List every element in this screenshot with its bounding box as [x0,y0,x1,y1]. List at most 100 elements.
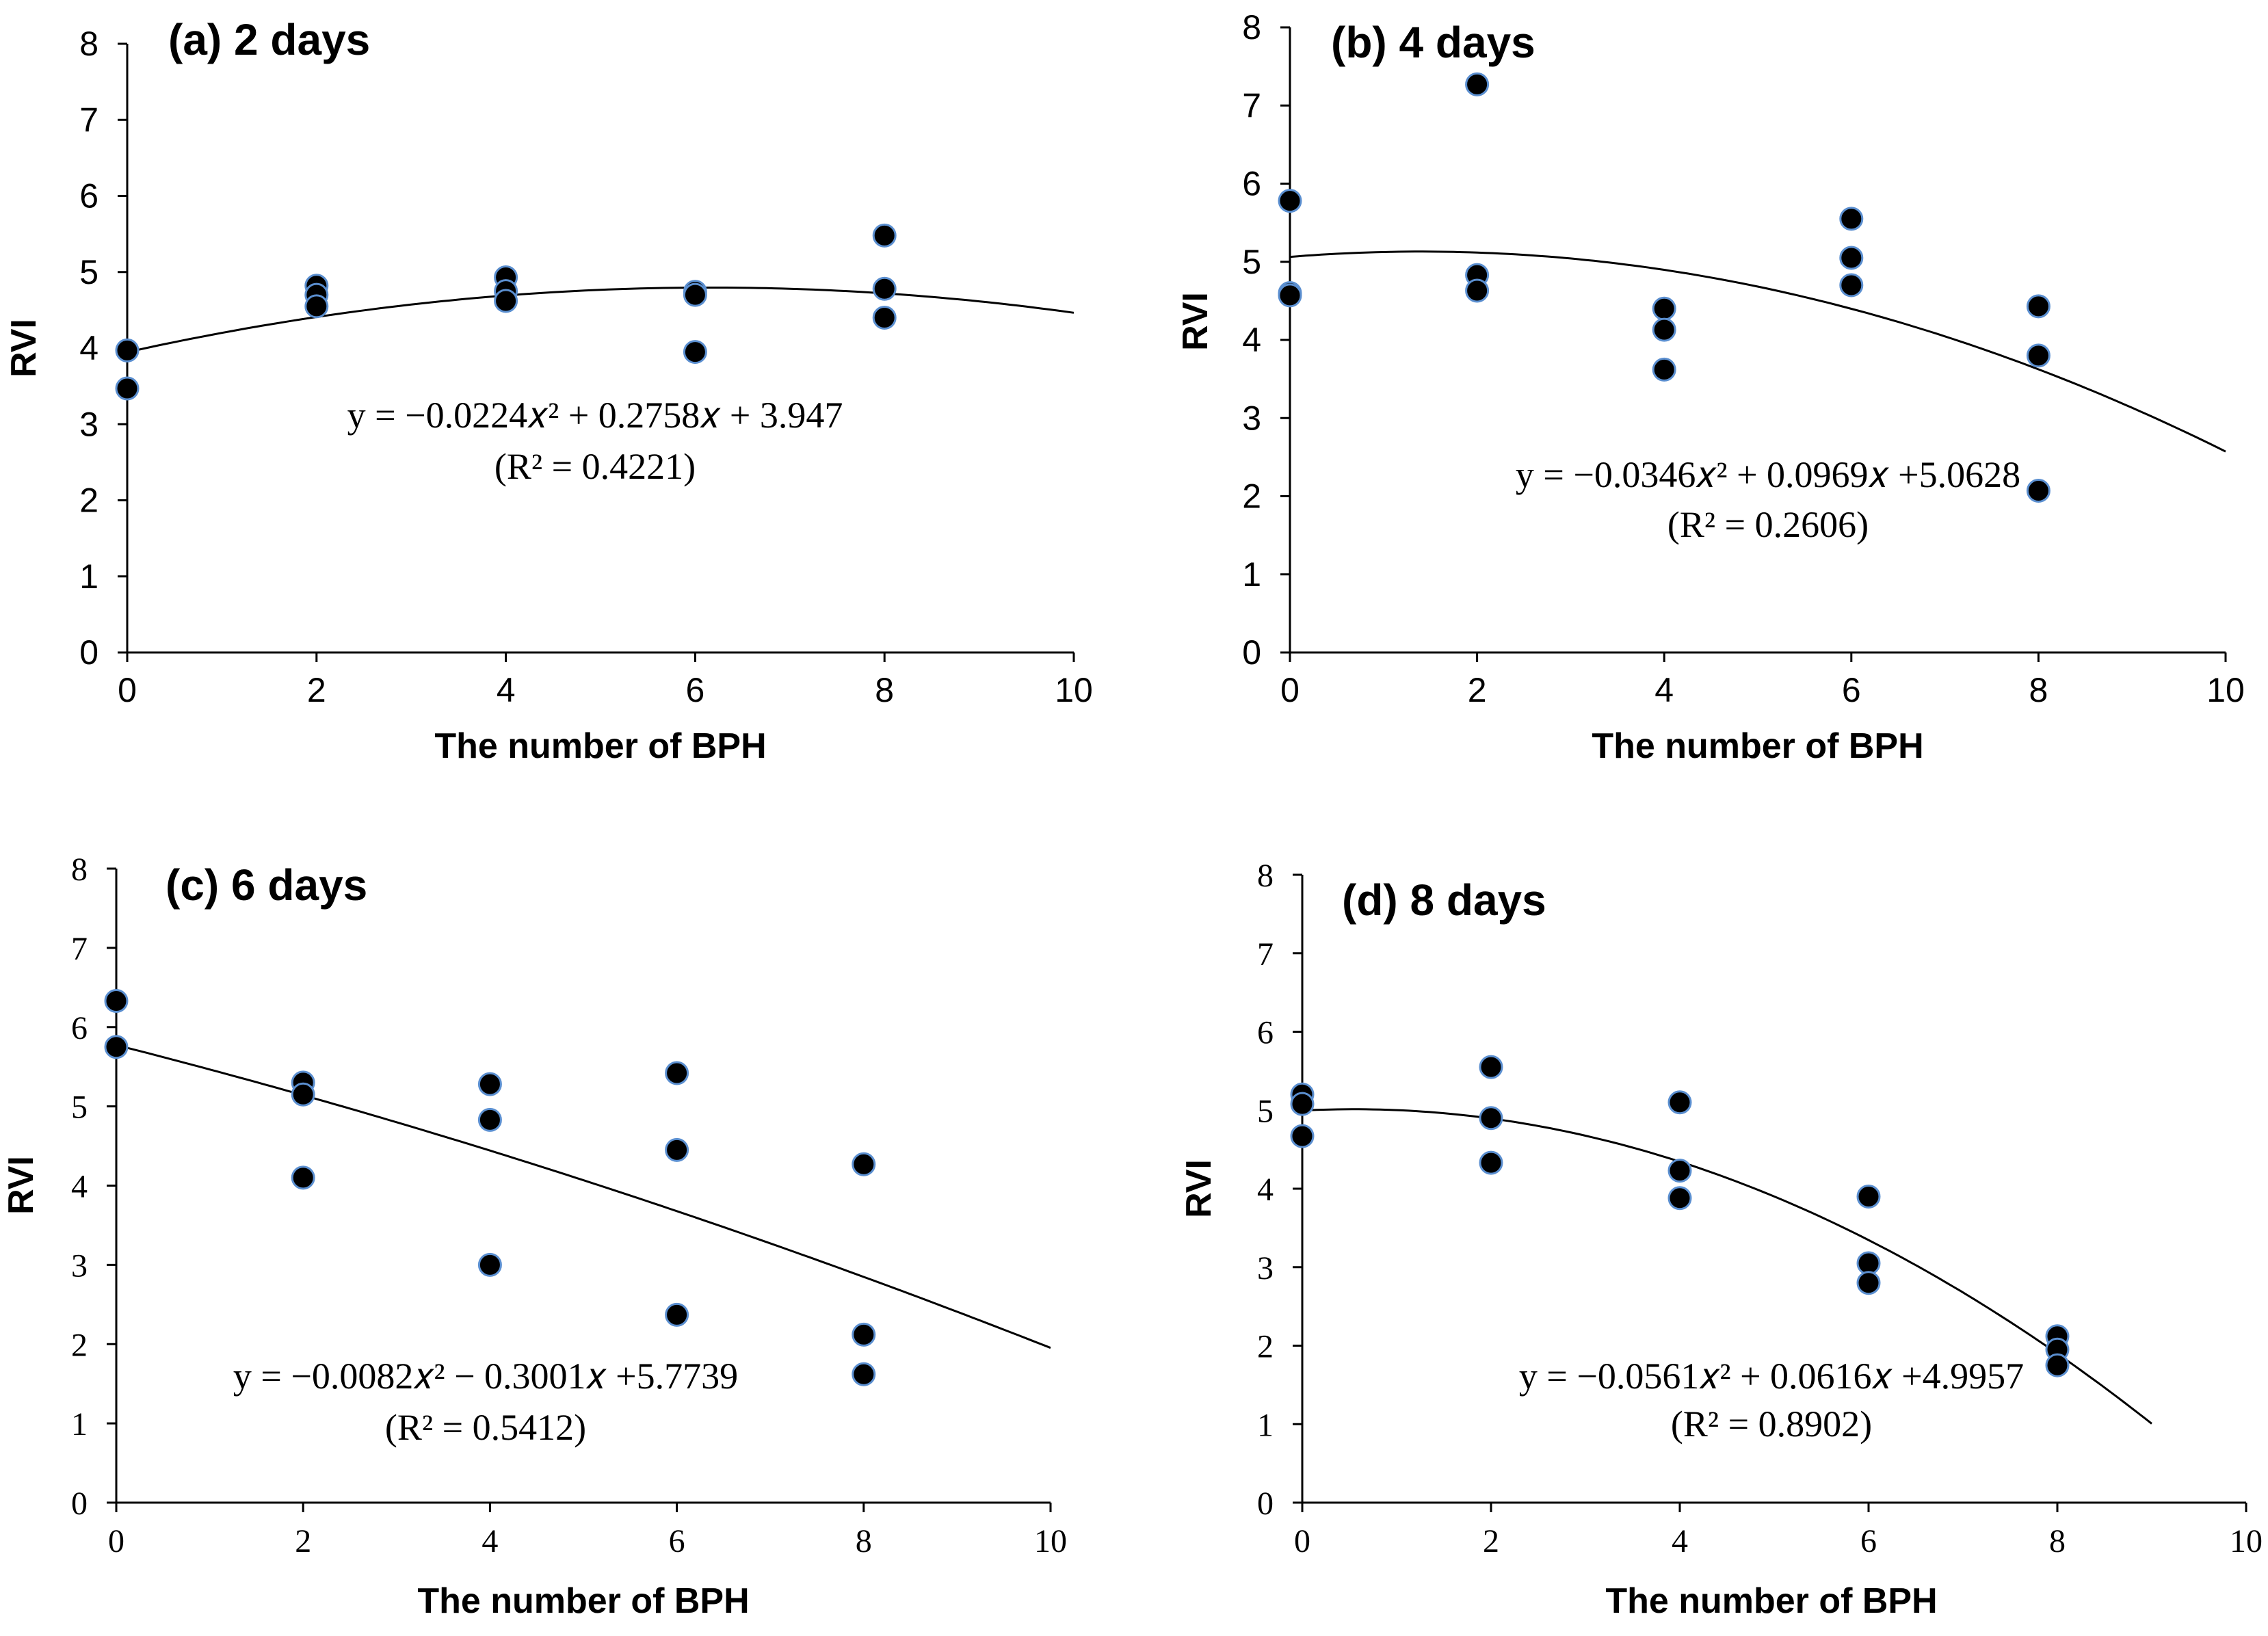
x-tick-label: 8 [2049,1523,2066,1559]
data-point [115,376,140,401]
x-tick-label: 4 [482,1523,498,1559]
data-point [2026,294,2051,319]
y-tick-label: 1 [71,1406,88,1442]
y-tick-label: 1 [79,557,98,596]
x-tick-label: 6 [1860,1523,1877,1559]
x-tick-label: 0 [118,671,137,709]
r-squared-label: (R² = 0.4221) [495,446,696,487]
x-tick-label: 8 [856,1523,872,1559]
data-point [1652,296,1676,321]
data-point [872,223,897,248]
x-axis-title: The number of BPH [434,726,766,766]
data-point [852,1362,876,1386]
r-squared-label: (R² = 0.2606) [1667,504,1869,545]
x-tick-label: 4 [1672,1523,1688,1559]
x-tick-label: 10 [2206,671,2245,709]
data-point [852,1152,876,1176]
x-tick-label: 6 [685,671,704,709]
y-tick-label: 1 [1242,555,1261,594]
data-point [1465,278,1490,303]
y-tick-label: 8 [1242,8,1261,47]
data-point [1479,1150,1503,1175]
panel-title: (d) 8 days [1342,875,1546,925]
data-point [665,1137,689,1162]
data-point [1856,1271,1881,1295]
y-tick-label: 8 [79,25,98,63]
x-tick-label: 6 [669,1523,685,1559]
data-point [872,276,897,301]
data-point [1839,207,1864,231]
data-point [1465,72,1490,96]
chart-panel-3: 0 1 2 3 4 5 6 7 8 0 2 4 6 8 10 (c) 6 days y = −0.0082𝑥² … [1,852,1067,1621]
y-tick-label: 6 [1242,165,1261,203]
y-axis-title: RVI [4,319,44,378]
y-tick-label: 3 [1257,1250,1274,1287]
fit-equation: y = −0.0082𝑥² − 0.3001𝑥 +5.7739 [233,1356,738,1397]
data-point [1667,1159,1692,1183]
x-tick-label: 10 [1034,1523,1067,1559]
panel-title: (a) 2 days [168,15,370,64]
y-tick-label: 4 [71,1169,88,1205]
data-point [1652,357,1676,382]
fit-curve [1302,1108,2152,1425]
x-tick-label: 0 [1294,1523,1310,1559]
panel-title: (b) 4 days [1331,18,1535,67]
x-axis-title: The number of BPH [417,1581,749,1621]
data-point [1479,1106,1503,1131]
x-tick-label: 6 [1842,671,1861,709]
fit-equation: y = −0.0561𝑥² + 0.0616𝑥 +4.9957 [1519,1356,2024,1397]
x-axis-title: The number of BPH [1605,1581,1937,1621]
y-tick-label: 6 [71,1010,88,1046]
y-axis-title: RVI [1179,1159,1219,1218]
y-tick-label: 0 [1257,1486,1274,1522]
data-point [1278,283,1302,308]
x-tick-label: 4 [1654,671,1674,709]
r-squared-label: (R² = 0.5412) [385,1407,586,1448]
y-tick-label: 7 [71,931,88,967]
y-tick-label: 2 [79,481,98,520]
data-point [665,1061,689,1085]
y-tick-label: 3 [71,1248,88,1284]
x-tick-label: 0 [108,1523,124,1559]
data-point [665,1302,689,1327]
data-point [304,294,329,319]
y-tick-label: 0 [1242,633,1261,672]
data-point [852,1322,876,1347]
chart-panel-4: 0 1 2 3 4 5 6 7 8 0 2 4 6 8 10 (d) 8 days y = −0.0561𝑥² … [1179,858,2263,1621]
data-point [1290,1092,1315,1116]
data-point [477,1107,502,1132]
y-axis-title: RVI [1,1156,41,1215]
x-tick-label: 2 [307,671,326,709]
data-point [104,1035,129,1059]
data-point [2045,1353,2070,1377]
chart-panel-1: 0 1 2 3 4 5 6 7 8 0 2 4 6 8 10 (a) 2 days y = −0.0224𝑥² … [4,15,1093,766]
data-point [1667,1186,1692,1211]
data-point [683,340,707,365]
x-tick-label: 8 [2029,671,2048,709]
panel-title: (c) 6 days [166,860,367,910]
y-tick-label: 4 [1257,1172,1274,1208]
x-tick-label: 2 [1468,671,1487,709]
data-point [1278,189,1302,213]
r-squared-label: (R² = 0.8902) [1671,1403,1872,1444]
fit-equation: y = −0.0224𝑥² + 0.2758𝑥 + 3.947 [347,395,843,436]
y-tick-label: 2 [1257,1329,1274,1365]
data-point [1290,1124,1315,1148]
y-tick-label: 5 [71,1090,88,1126]
y-tick-label: 7 [1257,936,1274,973]
data-point [1479,1055,1503,1079]
data-point [1856,1184,1881,1209]
x-tick-label: 0 [1280,671,1300,709]
y-tick-label: 5 [79,253,98,291]
data-point [477,1072,502,1096]
data-point [1652,317,1676,342]
y-axis-title: RVI [1176,292,1215,351]
data-point [104,989,129,1014]
data-point [291,1082,315,1107]
data-point [872,306,897,330]
data-point [1839,273,1864,298]
x-tick-label: 4 [497,671,516,709]
fit-equation: y = −0.0346𝑥² + 0.0969𝑥 +5.0628 [1516,454,2020,495]
y-tick-label: 1 [1257,1407,1274,1443]
